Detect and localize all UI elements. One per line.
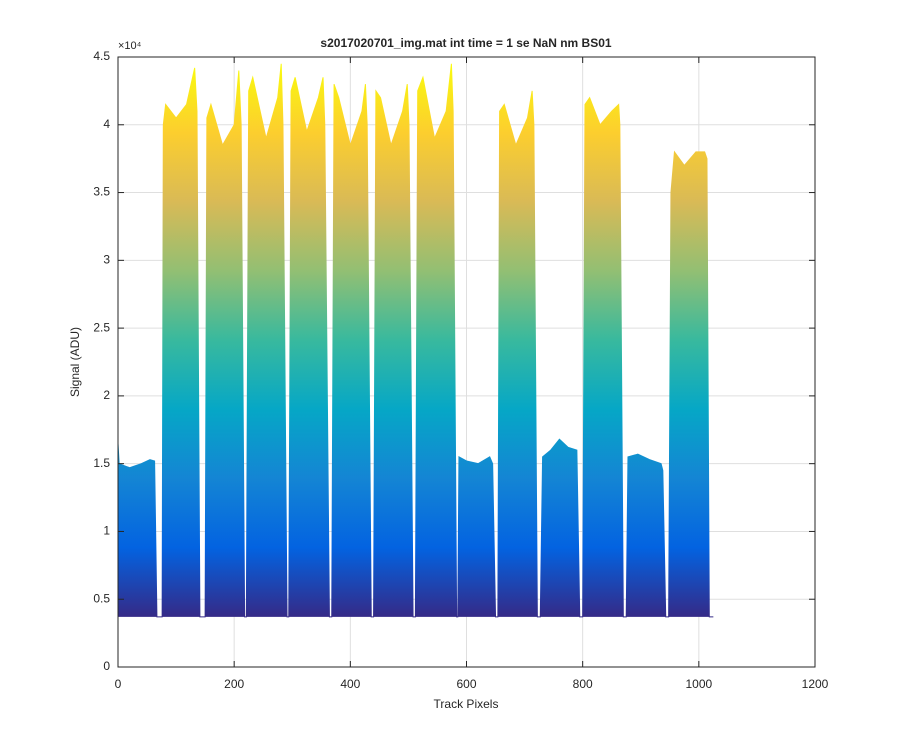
x-tick-label: 800	[573, 677, 593, 691]
x-tick-label: 0	[115, 677, 122, 691]
x-tick-label: 400	[340, 677, 360, 691]
x-tick-label: 1000	[685, 677, 712, 691]
y-tick-label: 1.5	[93, 456, 110, 470]
y-tick-label: 4.5	[93, 49, 110, 63]
y-tick-label: 2.5	[93, 320, 110, 334]
x-axis-label: Track Pixels	[434, 697, 499, 711]
x-tick-label: 1200	[802, 677, 829, 691]
y-tick-label: 3.5	[93, 185, 110, 199]
y-tick-label: 1	[103, 524, 110, 538]
y-tick-label: 2	[103, 388, 110, 402]
area	[118, 63, 714, 617]
y-exponent: ×10⁴	[118, 40, 142, 52]
y-tick-label: 3	[103, 253, 110, 267]
y-axis-label: Signal (ADU)	[68, 327, 82, 397]
y-tick-label: 0.5	[93, 591, 110, 605]
y-tick-label: 0	[103, 659, 110, 673]
x-tick-label: 200	[224, 677, 244, 691]
signal-line	[117, 63, 714, 618]
x-tick-label: 600	[456, 677, 476, 691]
y-tick-label: 4	[103, 117, 110, 131]
chart-title: s2017020701_img.mat int time = 1 se NaN …	[320, 36, 611, 50]
